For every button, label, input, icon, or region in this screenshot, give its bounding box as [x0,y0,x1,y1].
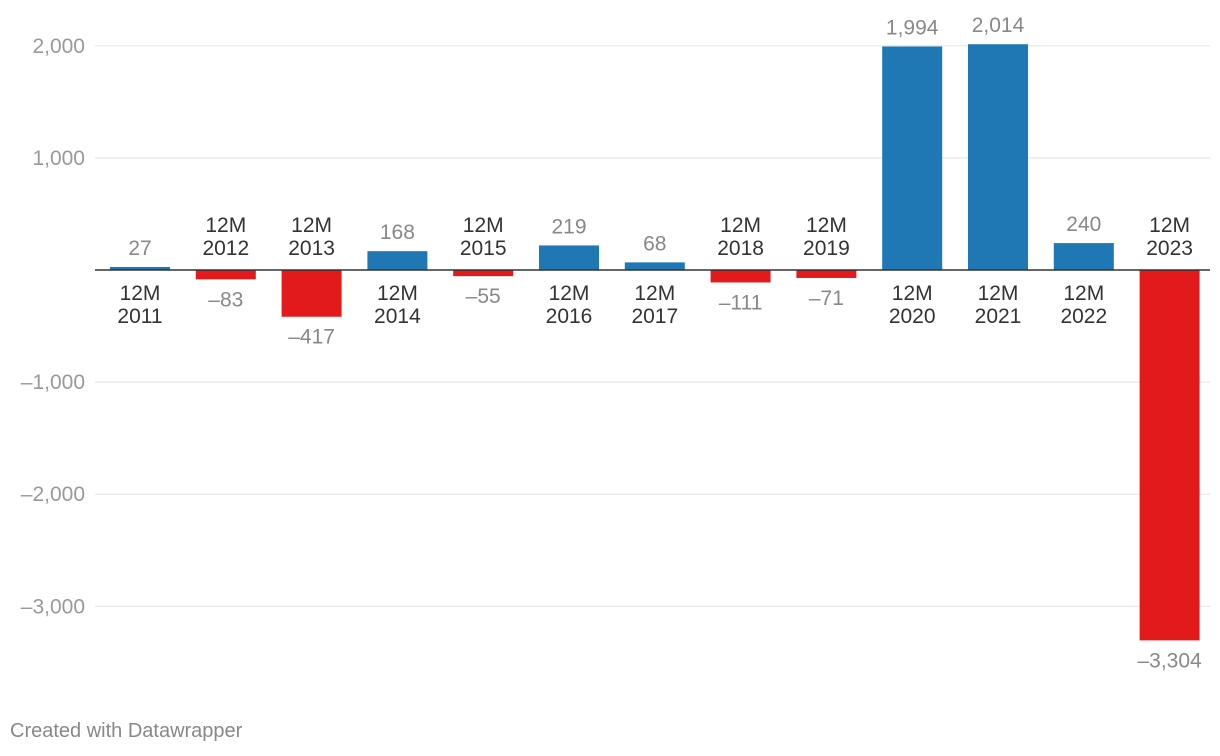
footer-credit: Created with Datawrapper [10,720,243,742]
value-label: 240 [1066,213,1101,236]
category-label: 2019 [803,237,850,260]
category-label: 12M [720,214,761,237]
category-label: 12M [205,214,246,237]
category-label: 2018 [717,237,764,260]
category-label: 12M [892,282,933,305]
category-label: 12M [978,282,1019,305]
bar [710,270,771,283]
value-label: 219 [551,215,586,238]
bar [453,270,514,277]
category-label: 2020 [889,305,936,328]
category-label: 12M [634,282,675,305]
value-label: –417 [288,326,335,349]
value-label: 2,014 [972,14,1025,37]
category-label: 2015 [460,237,507,260]
grid-layer: –3,000 –2,000 –1,000 1,000 2,000 [21,35,1210,618]
value-label: 27 [128,237,151,260]
category-label: 2017 [631,305,678,328]
value-label: 1,994 [886,16,939,39]
bar [195,270,256,280]
bar [539,245,599,270]
category-label: 12M [291,214,332,237]
category-label: 2023 [1146,237,1193,260]
category-label: 12M [463,214,504,237]
category-label: 12M [1149,214,1190,237]
bar [796,270,857,278]
bar [882,46,943,271]
bar [281,270,342,317]
category-label: 2013 [288,237,335,260]
y-tick-label: 2,000 [32,35,85,58]
bar [1139,270,1200,641]
y-tick-label: –2,000 [21,483,85,506]
value-label: 168 [380,221,415,244]
y-tick-label: 1,000 [32,147,85,170]
category-label: 2016 [546,305,593,328]
value-label: –83 [208,288,243,311]
y-tick-label: –3,000 [21,595,85,618]
value-label: –71 [809,287,844,310]
category-label: 12M [549,282,590,305]
value-label: –3,304 [1137,649,1202,672]
bar [968,44,1028,271]
category-label: 2022 [1060,305,1107,328]
value-label: 68 [643,232,666,255]
category-label: 12M [806,214,847,237]
bar [367,251,428,270]
category-label: 12M [120,282,161,305]
bar [110,266,170,270]
value-label: –111 [719,291,763,314]
category-label: 2014 [374,305,421,328]
category-label: 2021 [975,305,1022,328]
category-label: 2012 [202,237,249,260]
bar [1053,243,1114,270]
bar [624,262,685,270]
value-label: –55 [466,285,501,308]
labels-layer: 2712M2011–8312M2012–41712M201316812M2014… [117,14,1202,672]
category-label: 12M [1063,282,1104,305]
y-tick-label: –1,000 [21,371,85,394]
category-label: 2011 [117,305,162,328]
category-label: 12M [377,282,418,305]
bars-layer [110,44,1200,641]
